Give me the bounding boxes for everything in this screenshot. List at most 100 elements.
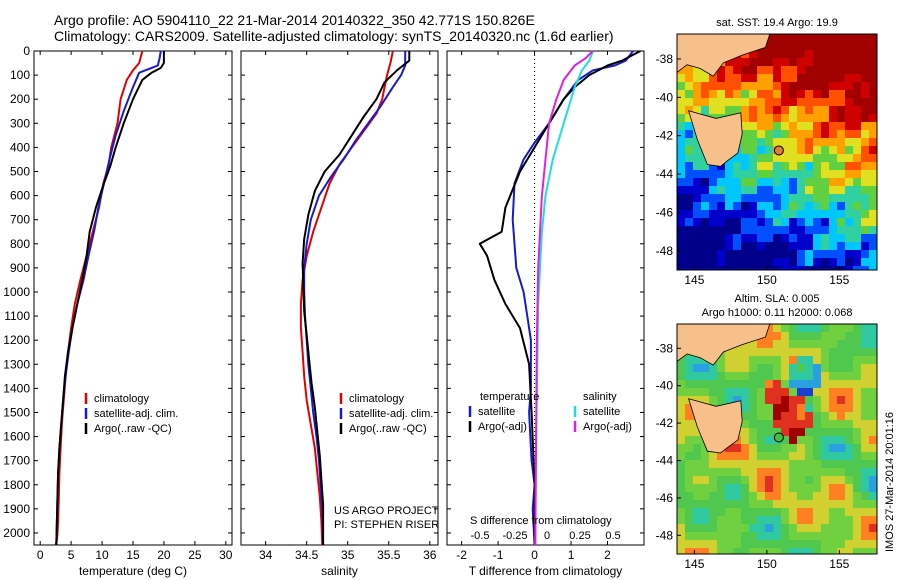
sla-map-cell [853,332,861,340]
sst-map-lat-label: -44 [656,167,674,181]
sst-map-cell [749,66,757,74]
sst-map-cell [837,82,845,90]
sla-map-cell [861,332,869,340]
sla-map-cell [829,444,837,452]
sla-map-cell [741,540,749,548]
sla-map-cell [813,396,821,404]
sla-map-cell [789,460,797,468]
sla-map-cell [853,548,861,554]
sst-map-cell [717,194,725,202]
sst-map-cell [789,250,797,258]
sst-map-cell [725,58,733,66]
sla-map-cell [781,340,789,348]
sla-map-cell [813,484,821,492]
diff-legend-label: satellite [478,406,515,418]
sla-map-cell [749,404,757,412]
sst-map-cell [861,154,869,162]
sst-map-cell [765,42,773,50]
sst-map-lat-label: -40 [656,90,674,104]
sst-map-cell [789,66,797,74]
sla-map-cell [869,412,877,420]
sla-map-lon-label: 145 [684,557,704,571]
sla-map-cell [789,388,797,396]
sla-map-cell [845,340,853,348]
sst-map-cell [805,146,813,154]
sla-map-cell [845,436,853,444]
sla-map-cell [805,548,813,554]
sla-map-cell [861,452,869,460]
sst-map-cell [749,170,757,178]
sla-map-cell [765,452,773,460]
sla-map-cell [773,356,781,364]
sst-map-cell [717,82,725,90]
sst-map-cell [797,138,805,146]
sla-map-cell [773,492,781,500]
sla-map-cell [861,444,869,452]
sst-map-cell [845,50,853,58]
sla-map-cell [845,452,853,460]
sst-map-cell [781,98,789,106]
sst-map-cell [861,114,869,122]
sla-map-cell [829,516,837,524]
sst-map-cell [797,218,805,226]
sst-map-cell [725,66,733,74]
sla-map-cell [765,372,773,380]
sla-map-cell [821,476,829,484]
sst-map-cell [789,210,797,218]
depth-tick-label: 400 [10,140,30,154]
sst-map-cell [821,34,829,42]
sla-map-cell [837,324,845,332]
sst-map-cell [789,42,797,50]
sst-map-cell [741,66,749,74]
project-annotation: US ARGO PROJECT [334,505,439,517]
sla-map-cell [797,476,805,484]
sla-map-cell [741,516,749,524]
sla-map-cell [837,404,845,412]
sla-map-cell [677,540,685,548]
sst-map-cell [813,210,821,218]
sst-map-cell [733,234,741,242]
sst-map-cell [693,202,701,210]
sla-map-cell [749,356,757,364]
sst-map-cell [861,226,869,234]
depth-tick-label: 1600 [3,430,30,444]
sst-map-cell [749,186,757,194]
sla-map-cell [869,340,877,348]
sla-map-cell [773,380,781,388]
sst-map-cell [861,162,869,170]
sla-map-cell [837,516,845,524]
temperature-series-argo [55,51,165,546]
sst-map-cell [805,82,813,90]
sst-map-cell [725,194,733,202]
salinity-series-argo [301,51,411,545]
sst-map-cell [757,258,765,266]
sla-map-cell [813,340,821,348]
sla-map-cell [789,412,797,420]
sla-map-cell [813,524,821,532]
sla-map-cell [845,388,853,396]
sla-map-cell [813,324,821,332]
sla-map-cell [701,540,709,548]
sla-map-cell [677,364,685,372]
sst-map-cell [821,90,829,98]
depth-tick-label: 600 [10,189,30,203]
sla-map-cell [829,420,837,428]
sla-map-cell [853,364,861,372]
sst-map-cell [845,98,853,106]
sst-map-cell [749,122,757,130]
sst-map-cell [725,234,733,242]
sst-map-cell [853,130,861,138]
sst-map-cell [813,146,821,154]
sla-map-cell [813,476,821,484]
sla-map-cell [717,524,725,532]
sst-map-cell [797,42,805,50]
sla-map-cell [821,460,829,468]
sst-map-cell [869,66,877,74]
sla-map-cell [749,548,757,554]
sla-map-cell [789,356,797,364]
sla-map-cell [829,484,837,492]
sst-map-cell [829,130,837,138]
sst-map-cell [725,90,733,98]
sla-map-cell [869,380,877,388]
sla-map-cell [837,452,845,460]
